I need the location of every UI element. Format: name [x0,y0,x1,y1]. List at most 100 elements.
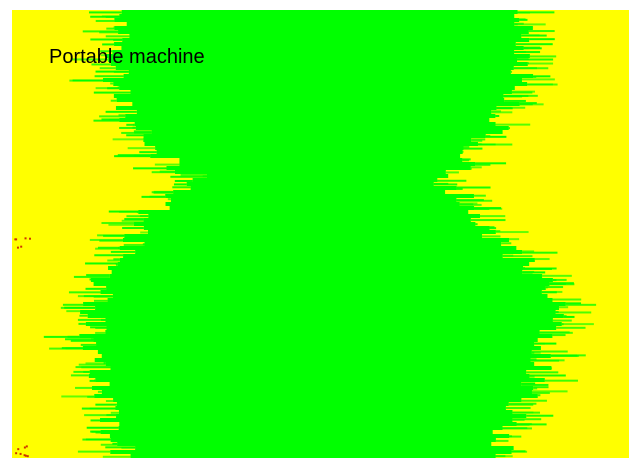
heatmap-inner-cell [101,354,551,359]
heatmap-inner-cell [108,58,518,63]
heatmap-speckle [26,455,29,458]
heatmap-edge-streak [121,219,144,222]
heatmap-inner-cell [192,178,438,183]
heatmap-edge-streak [502,254,514,257]
heatmap-edge-streak [172,186,191,189]
heatmap-edge-streak [101,222,135,225]
heatmap-speckle [19,452,22,455]
heatmap-edge-streak [89,379,96,382]
heatmap-edge-streak [509,238,520,241]
heatmap-edge-streak [533,386,549,389]
heatmap-edge-streak [459,202,478,205]
heatmap-inner-cell [92,386,534,391]
heatmap-edge-streak [78,363,106,366]
heatmap-edge-streak [100,443,118,446]
heatmap-edge-streak [545,286,564,289]
heatmap-edge-streak [133,130,152,133]
heatmap-edge-streak [90,38,123,41]
heatmap-edge-streak [519,102,537,105]
heatmap-edge-streak [522,251,558,254]
heatmap-edge-streak [75,366,111,369]
heatmap-inner-cell [93,338,538,343]
heatmap-edge-streak [512,418,542,421]
heatmap-edge-streak [511,450,526,453]
heatmap-inner-cell [95,306,559,311]
heatmap-edge-streak [118,246,120,249]
heatmap-inner-cell [101,390,532,395]
heatmap-edge-streak [118,114,126,117]
heatmap-edge-streak [86,426,119,429]
heatmap-inner-cell [123,254,503,259]
heatmap-edge-streak [475,163,491,166]
heatmap-inner-cell [100,430,493,435]
heatmap-inner-cell [148,214,480,219]
heatmap-inner-cell [115,66,514,71]
heatmap-inner-cell [144,142,478,147]
heatmap-edge-streak [93,295,113,298]
heatmap-inner-cell [116,98,505,103]
heatmap-edge-streak [529,374,566,377]
heatmap-edge-streak [110,250,136,253]
heatmap-edge-streak [159,170,175,173]
heatmap-edge-streak [167,198,171,201]
heatmap-edge-streak [118,210,139,213]
heatmap-inner-cell [119,246,517,251]
heatmap-edge-streak [477,143,513,146]
heatmap-edge-streak [445,171,459,174]
heatmap-edge-streak [470,219,506,222]
heatmap-edge-streak [65,338,94,341]
heatmap-inner-cell [143,134,486,139]
heatmap-edge-streak [526,414,554,417]
heatmap-edge-streak [85,362,106,365]
heatmap-edge-streak [561,323,594,326]
heatmap-inner-cell [110,438,496,443]
heatmap-edge-streak [529,375,535,378]
heatmap-edge-streak [95,403,117,406]
heatmap-inner-cell [109,434,510,439]
heatmap-edge-streak [529,38,555,41]
heatmap-speckle [17,448,20,451]
heatmap-edge-streak [95,331,106,334]
heatmap-edge-streak [49,347,83,350]
heatmap-edge-streak [61,395,95,398]
heatmap-edge-streak [528,30,555,33]
heatmap-edge-streak [508,127,510,130]
heatmap-edge-streak [514,50,526,53]
heatmap-inner-cell [174,170,446,175]
heatmap-edge-streak [489,226,495,229]
heatmap-edge-streak [124,218,144,221]
heatmap-edge-streak [459,203,482,206]
heatmap-inner-cell [100,418,513,423]
heatmap-edge-streak [522,270,535,273]
heatmap-inner-cell [122,238,510,243]
heatmap-edge-streak [521,399,547,402]
heatmap-edge-streak [95,19,115,22]
heatmap-edge-streak [110,99,117,102]
heatmap-edge-streak [521,34,540,37]
heatmap-inner-cell [118,30,529,35]
heatmap-edge-streak [107,259,120,262]
heatmap-edge-streak [99,115,126,118]
heatmap-inner-cell [173,190,446,195]
heatmap-edge-streak [475,162,507,165]
heatmap-edge-streak [77,318,106,321]
heatmap-inner-cell [119,422,517,427]
heatmap-inner-cell [155,146,464,151]
heatmap-edge-streak [105,400,114,402]
heatmap-inner-cell [110,366,552,371]
heatmap-edge-streak [105,35,130,38]
heatmap-edge-streak [131,446,136,449]
heatmap-edge-streak [470,167,472,170]
heatmap-edge-streak [109,118,120,121]
heatmap-edge-streak [555,311,592,314]
heatmap-edge-streak [93,119,120,122]
heatmap-edge-streak [102,455,131,458]
heatmap-edge-streak [470,166,482,169]
heatmap-speckle [23,446,26,449]
heatmap-edge-streak [90,419,101,422]
heatmap-inner-cell [87,314,564,319]
heatmap-edge-streak [456,187,463,190]
heatmap-edge-streak [537,394,541,397]
heatmap-edge-streak [508,402,537,405]
heatmap-inner-cell [93,282,550,287]
